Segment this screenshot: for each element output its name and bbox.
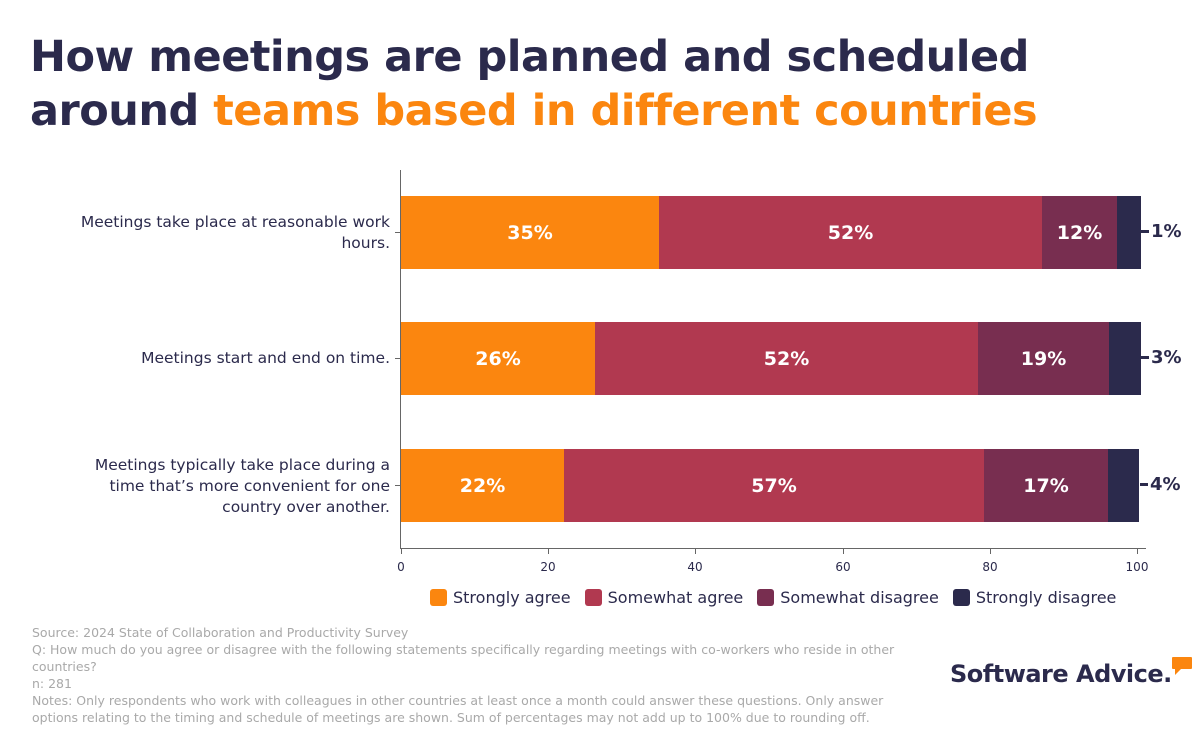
- legend-item-somewhat-disagree[interactable]: Somewhat disagree: [757, 588, 939, 607]
- x-tick-label: 60: [835, 560, 851, 574]
- legend-item-strongly-agree[interactable]: Strongly agree: [430, 588, 571, 607]
- bar-row: 26% 52% 19%: [401, 322, 1141, 395]
- title-line-1: How meetings are planned and scheduled: [30, 32, 1029, 82]
- legend: Strongly agree Somewhat agree Somewhat d…: [430, 588, 1116, 607]
- value-text: 3%: [1151, 347, 1182, 368]
- y-axis-line: [400, 170, 401, 549]
- x-tick: [695, 548, 696, 554]
- category-label-line: hours.: [341, 234, 390, 252]
- legend-swatch: [952, 589, 970, 606]
- sample-size-note: n: 281: [32, 676, 72, 691]
- x-tick-label: 40: [687, 560, 703, 574]
- methodology-note: Notes: Only respondents who work with co…: [32, 693, 884, 725]
- bar-segment-strongly-disagree[interactable]: [1117, 196, 1141, 269]
- outside-value-label: 1%: [1141, 221, 1182, 242]
- bar-segment-strongly-agree[interactable]: 22%: [401, 449, 564, 522]
- bar-row: 35% 52% 12%: [401, 196, 1141, 269]
- chart-title: How meetings are planned and scheduled a…: [30, 30, 1038, 138]
- category-label-line: time that’s more convenient for one: [109, 477, 390, 495]
- legend-label: Somewhat agree: [607, 588, 744, 607]
- category-label-line: Meetings typically take place during a: [94, 456, 390, 474]
- x-axis-line: [400, 548, 1146, 549]
- value-text: 1%: [1151, 221, 1182, 242]
- leader-line: [1140, 483, 1148, 486]
- value-text: 4%: [1150, 474, 1181, 495]
- legend-label: Strongly disagree: [975, 588, 1117, 607]
- category-label: Meetings take place at reasonable work h…: [50, 212, 390, 254]
- bar-segment-strongly-disagree[interactable]: [1108, 449, 1139, 522]
- bar-segment-somewhat-agree[interactable]: 52%: [659, 196, 1042, 269]
- category-label-line: Meetings take place at reasonable work: [80, 213, 390, 231]
- bar-segment-somewhat-disagree[interactable]: 19%: [978, 322, 1109, 395]
- x-tick: [1137, 548, 1138, 554]
- bar-segment-strongly-agree[interactable]: 26%: [401, 322, 595, 395]
- legend-swatch: [430, 589, 447, 606]
- bar-segment-somewhat-agree[interactable]: 57%: [564, 449, 984, 522]
- category-label: Meetings start and end on time.: [50, 348, 390, 369]
- x-tick-label: 20: [540, 560, 556, 574]
- title-line-2-prefix: around: [30, 86, 214, 136]
- title-highlight: teams based in different countries: [213, 86, 1038, 136]
- x-tick: [548, 548, 549, 554]
- bar-segment-somewhat-agree[interactable]: 52%: [595, 322, 978, 395]
- logo-dot: .: [1163, 660, 1172, 688]
- outside-value-label: 4%: [1140, 474, 1181, 495]
- logo-text: Software Advice: [950, 660, 1164, 688]
- outside-value-label: 3%: [1141, 347, 1182, 368]
- legend-swatch: [584, 589, 602, 606]
- bar-segment-strongly-agree[interactable]: 35%: [401, 196, 659, 269]
- leader-line: [1141, 230, 1149, 233]
- category-label-line: country over another.: [222, 498, 390, 516]
- legend-item-somewhat-agree[interactable]: Somewhat agree: [584, 588, 744, 607]
- x-tick: [401, 548, 402, 554]
- legend-item-strongly-disagree[interactable]: Strongly disagree: [952, 588, 1117, 607]
- footnotes: Source: 2024 State of Collaboration and …: [32, 624, 912, 726]
- bar-segment-somewhat-disagree[interactable]: 12%: [1042, 196, 1117, 269]
- source-note: Source: 2024 State of Collaboration and …: [32, 625, 409, 640]
- y-tick: [395, 232, 400, 233]
- x-tick-label: 80: [982, 560, 998, 574]
- speech-bubble-icon: [1171, 657, 1192, 675]
- x-tick-label: 100: [1125, 560, 1149, 574]
- x-tick: [990, 548, 991, 554]
- legend-label: Somewhat disagree: [780, 588, 939, 607]
- legend-swatch: [757, 589, 775, 606]
- bar-segment-strongly-disagree[interactable]: [1109, 322, 1141, 395]
- bar-segment-somewhat-disagree[interactable]: 17%: [984, 449, 1108, 522]
- leader-line: [1141, 356, 1149, 359]
- software-advice-logo: Software Advice.: [950, 657, 1192, 688]
- x-tick-label: 0: [397, 560, 405, 574]
- category-label-line: Meetings start and end on time.: [141, 349, 390, 367]
- legend-label: Strongly agree: [453, 588, 571, 607]
- category-label: Meetings typically take place during a t…: [50, 455, 390, 518]
- x-tick: [843, 548, 844, 554]
- question-note: Q: How much do you agree or disagree wit…: [32, 642, 895, 674]
- bar-row: 22% 57% 17%: [401, 449, 1139, 522]
- y-tick: [395, 358, 400, 359]
- y-tick: [395, 485, 400, 486]
